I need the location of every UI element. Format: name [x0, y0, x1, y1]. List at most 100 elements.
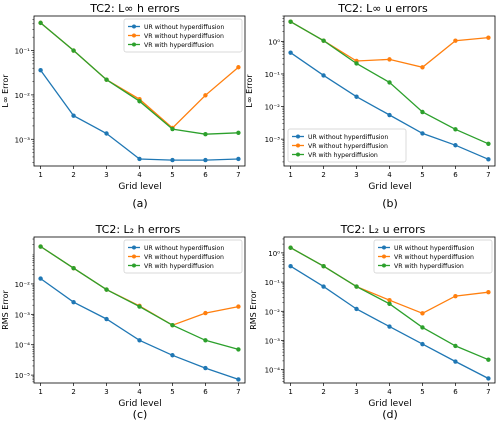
x-tick-label: 1 — [288, 388, 292, 396]
data-point — [104, 131, 109, 136]
data-point — [354, 284, 359, 289]
x-tick-label: 3 — [104, 171, 108, 179]
x-tick-label: 1 — [38, 171, 42, 179]
x-tick-label: 4 — [137, 388, 142, 396]
x-axis-label: Grid level — [118, 182, 161, 192]
legend-swatch-marker — [132, 254, 136, 259]
x-tick-label: 6 — [453, 171, 458, 179]
y-tick-label: 10⁻² — [265, 308, 281, 316]
x-tick-label: 5 — [420, 171, 424, 179]
data-point — [288, 50, 293, 55]
x-tick-label: 6 — [203, 171, 208, 179]
x-tick-label: 4 — [387, 388, 392, 396]
series-line — [290, 265, 489, 380]
data-point — [354, 94, 359, 99]
data-point — [420, 65, 425, 70]
legend: UR without hyperdiffusion VR without hype… — [123, 239, 243, 274]
x-tick-label: 4 — [137, 171, 142, 179]
chart-title: TC2: L₂ u errors — [340, 223, 426, 236]
panel-a: TC2: L∞ h errors L∞ Error Grid level (a)… — [1, 2, 246, 210]
data-point — [486, 376, 491, 381]
data-point — [236, 65, 241, 70]
x-tick-label: 3 — [354, 171, 358, 179]
legend-swatch-marker — [382, 263, 386, 268]
legend: UR without hyperdiffusion VR without hype… — [373, 239, 493, 274]
x-tick-label: 5 — [170, 171, 174, 179]
data-point — [420, 131, 425, 136]
y-tick-label: 10⁻¹ — [265, 279, 281, 287]
legend-label: VR with hyperdiffusion — [394, 263, 464, 270]
data-point — [236, 156, 241, 162]
legend-box — [123, 18, 243, 53]
legend-swatch-marker — [382, 254, 386, 259]
data-point — [203, 338, 208, 343]
x-tick-label: 7 — [236, 388, 240, 396]
data-point — [420, 341, 425, 347]
x-tick-label: 7 — [486, 388, 490, 396]
data-point — [354, 306, 359, 312]
legend-swatch-marker — [132, 24, 136, 29]
legend-label: VR without hyperdiffusion — [394, 254, 474, 261]
legend-box — [373, 239, 493, 274]
data-point — [71, 48, 76, 53]
panel-caption: (c) — [133, 408, 148, 421]
legend-label: UR without hyperdiffusion — [394, 245, 474, 252]
data-point — [453, 143, 458, 148]
legend-swatch-marker — [296, 143, 300, 148]
y-tick-label: 10⁰ — [268, 250, 280, 258]
x-axis-label: Grid level — [118, 399, 161, 409]
data-point — [104, 77, 109, 82]
y-tick-label: 10⁻⁴ — [265, 367, 281, 375]
x-tick-label: 6 — [453, 388, 458, 396]
data-point — [453, 38, 458, 43]
y-tick-label: 10⁻² — [15, 281, 31, 289]
y-tick-label: 10⁻⁴ — [15, 342, 31, 350]
y-axis-label: RMS Error — [1, 290, 10, 330]
x-tick-label: 2 — [321, 171, 325, 179]
data-point — [387, 301, 392, 307]
x-tick-label: 6 — [203, 388, 208, 396]
panel-caption: (d) — [382, 408, 398, 421]
data-point — [236, 377, 241, 382]
x-tick-label: 7 — [486, 171, 490, 179]
x-tick-label: 2 — [71, 171, 75, 179]
x-tick-label: 5 — [170, 388, 174, 396]
data-point — [170, 157, 175, 163]
data-point — [38, 276, 43, 281]
y-tick-label: 10⁻² — [265, 104, 281, 112]
data-point — [71, 300, 76, 305]
data-point — [321, 38, 326, 43]
x-tick-label: 7 — [236, 171, 240, 179]
data-point — [387, 297, 392, 303]
chart-title: TC2: L∞ h errors — [89, 2, 180, 15]
data-point — [387, 57, 392, 62]
x-axis-label: Grid level — [368, 399, 411, 409]
y-tick-label: 10⁻³ — [15, 311, 31, 319]
plot-layer: 1 2 3 4 5 6 7 10⁻⁴ 10⁻³ 10⁻² 10⁻¹ 10⁰ UR without hyp… — [265, 238, 493, 396]
plot-layer: 1 2 3 4 5 6 7 10⁻³ 10⁻² 10⁻¹ UR without hyperdiffu… — [15, 18, 243, 179]
data-point — [387, 324, 392, 329]
x-tick-label: 3 — [104, 388, 108, 396]
data-point — [203, 93, 208, 98]
legend-label: UR without hyperdiffusion — [144, 24, 224, 31]
panel-caption: (b) — [382, 197, 398, 210]
y-tick-label: 10⁻³ — [265, 136, 281, 144]
data-point — [104, 316, 109, 322]
plot-layer: 1 2 3 4 5 6 7 10⁻³ 10⁻² 10⁻¹ 10⁰ UR without hyperdi… — [265, 15, 491, 179]
y-tick-label: 10⁻¹ — [15, 48, 31, 56]
panel-c: TC2: L₂ h errors RMS Error Grid level (c… — [1, 223, 246, 421]
data-point — [236, 130, 241, 135]
legend-label: VR without hyperdiffusion — [144, 254, 224, 261]
chart-title: TC2: L₂ h errors — [95, 223, 181, 236]
legend-swatch-marker — [132, 33, 136, 38]
data-point — [236, 347, 241, 352]
chart-title: TC2: L∞ u errors — [337, 2, 428, 15]
y-tick-label: 10⁻¹ — [265, 71, 281, 79]
data-point — [203, 132, 208, 137]
legend-box — [123, 239, 243, 274]
x-tick-label: 4 — [387, 171, 392, 179]
y-tick-label: 10⁻⁵ — [15, 372, 31, 380]
legend-swatch-marker — [296, 152, 300, 157]
data-point — [387, 80, 392, 85]
